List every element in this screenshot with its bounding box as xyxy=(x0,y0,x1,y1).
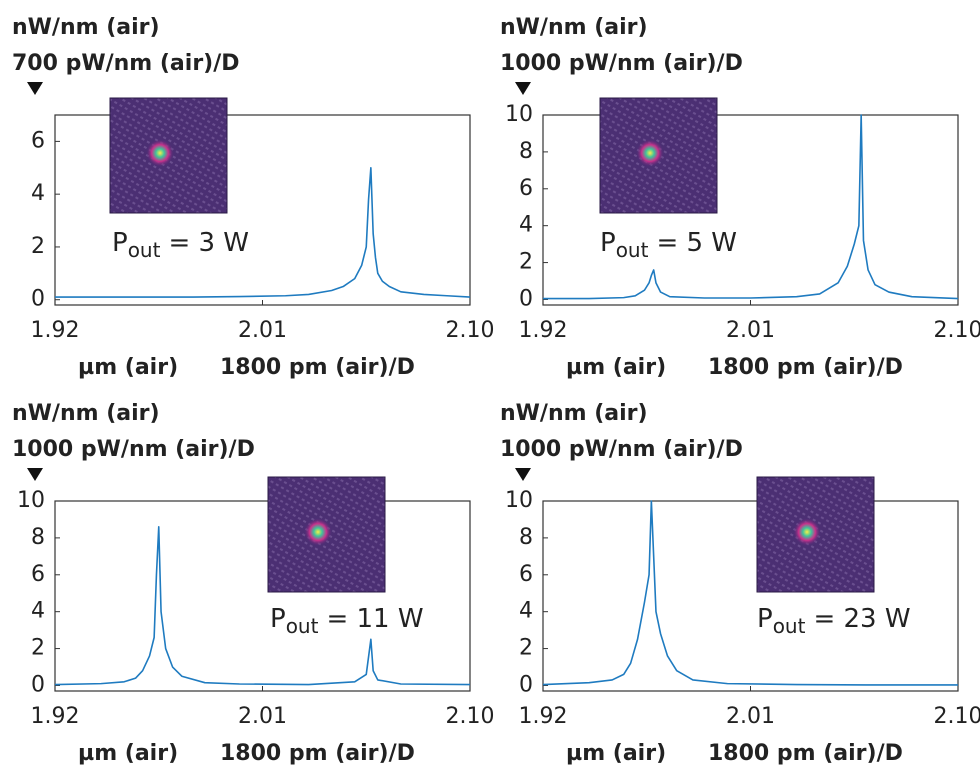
x-tick-label: 1.92 xyxy=(31,318,80,343)
y-tick-label: 2 xyxy=(519,636,533,661)
x-tick-label: 1.92 xyxy=(519,704,568,729)
panel: nW/nm (air) 1000 pW/nm (air)/D 0 2 4 6 8 10 1.92… xyxy=(12,401,494,766)
y-scale-label: 1000 pW/nm (air)/D xyxy=(500,51,743,76)
y-unit-label: nW/nm (air) xyxy=(500,15,648,40)
spectrum-line xyxy=(543,114,959,300)
marker xyxy=(27,82,43,95)
y-tick-label: 0 xyxy=(31,672,45,697)
annotation-subscript: out xyxy=(128,238,161,262)
x-tick-label: 2.01 xyxy=(726,318,775,343)
y-tick-label: 2 xyxy=(31,234,45,259)
y-tick-label: 6 xyxy=(31,128,45,153)
annotation: Pout = 23 W xyxy=(757,604,911,638)
plot-frame xyxy=(54,500,471,692)
y-tick-label: 6 xyxy=(519,562,533,587)
annotation-symbol: P xyxy=(757,604,773,634)
beam-spot xyxy=(793,518,821,546)
panel: nW/nm (air) 1000 pW/nm (air)/D 0 2 4 6 8 10 1.92… xyxy=(500,401,980,766)
y-unit-label: nW/nm (air) xyxy=(500,401,648,426)
x-scale-label: 1800 pm (air)/D xyxy=(708,741,903,766)
beam-spot xyxy=(636,139,664,167)
y-tick-label: 2 xyxy=(31,636,45,661)
y-tick-label: 10 xyxy=(505,488,533,513)
y-tick-label: 4 xyxy=(31,599,45,624)
annotation-text: = 3 W xyxy=(168,228,249,258)
x-scale-label: 1800 pm (air)/D xyxy=(220,355,415,380)
x-unit-label: µm (air) xyxy=(566,355,666,380)
panel: nW/nm (air) 1000 pW/nm (air)/D 0 2 4 6 8 10 1.92… xyxy=(500,15,980,380)
y-tick-label: 6 xyxy=(31,562,45,587)
x-unit-label: µm (air) xyxy=(78,741,178,766)
y-tick-label: 8 xyxy=(519,525,533,550)
y-tick-label: 4 xyxy=(519,213,533,238)
y-tick-label: 10 xyxy=(505,102,533,127)
y-tick-label: 2 xyxy=(519,250,533,275)
annotation: Pout = 5 W xyxy=(600,228,737,262)
marker xyxy=(27,468,43,481)
annotation: Pout = 3 W xyxy=(112,228,249,262)
spectrum-line xyxy=(542,500,958,686)
plot-frame xyxy=(542,500,959,692)
x-tick-label: 2.01 xyxy=(238,318,287,343)
x-scale-label: 1800 pm (air)/D xyxy=(220,741,415,766)
y-unit-label: nW/nm (air) xyxy=(12,15,160,40)
y-scale-label: 700 pW/nm (air)/D xyxy=(12,51,240,76)
x-tick-label: 2.10 xyxy=(446,704,495,729)
marker xyxy=(515,468,531,481)
spectrum-line xyxy=(54,526,471,686)
y-scale-label: 1000 pW/nm (air)/D xyxy=(500,437,743,462)
y-tick-label: 8 xyxy=(31,525,45,550)
x-tick-label: 1.92 xyxy=(31,704,80,729)
x-tick-label: 2.10 xyxy=(934,318,980,343)
annotation-text: = 23 W xyxy=(813,604,910,634)
beam-spot xyxy=(146,139,174,167)
annotation-subscript: out xyxy=(773,614,806,638)
x-scale-label: 1800 pm (air)/D xyxy=(708,355,903,380)
annotation-symbol: P xyxy=(112,228,128,258)
x-tick-label: 2.01 xyxy=(238,704,287,729)
x-unit-label: µm (air) xyxy=(566,741,666,766)
x-unit-label: µm (air) xyxy=(78,355,178,380)
annotation-subscript: out xyxy=(616,238,649,262)
y-tick-label: 10 xyxy=(17,488,45,513)
y-tick-label: 6 xyxy=(519,176,533,201)
annotation-text: = 5 W xyxy=(656,228,737,258)
x-tick-label: 1.92 xyxy=(519,318,568,343)
y-tick-label: 0 xyxy=(519,286,533,311)
annotation-subscript: out xyxy=(286,614,319,638)
x-tick-label: 2.01 xyxy=(726,704,775,729)
y-tick-label: 8 xyxy=(519,139,533,164)
y-tick-label: 4 xyxy=(519,599,533,624)
x-tick-label: 2.10 xyxy=(934,704,980,729)
beam-spot xyxy=(304,518,332,546)
annotation-text: = 11 W xyxy=(326,604,423,634)
y-tick-label: 0 xyxy=(519,672,533,697)
marker xyxy=(515,82,531,95)
y-scale-label: 1000 pW/nm (air)/D xyxy=(12,437,255,462)
annotation: Pout = 11 W xyxy=(270,604,424,638)
panel: nW/nm (air) 700 pW/nm (air)/D 0 2 4 6 1.92 2.01… xyxy=(12,15,494,380)
spectrum-line xyxy=(55,166,471,298)
y-unit-label: nW/nm (air) xyxy=(12,401,160,426)
y-tick-label: 4 xyxy=(31,181,45,206)
x-tick-label: 2.10 xyxy=(446,318,495,343)
y-tick-label: 0 xyxy=(31,287,45,312)
annotation-symbol: P xyxy=(270,604,286,634)
annotation-symbol: P xyxy=(600,228,616,258)
